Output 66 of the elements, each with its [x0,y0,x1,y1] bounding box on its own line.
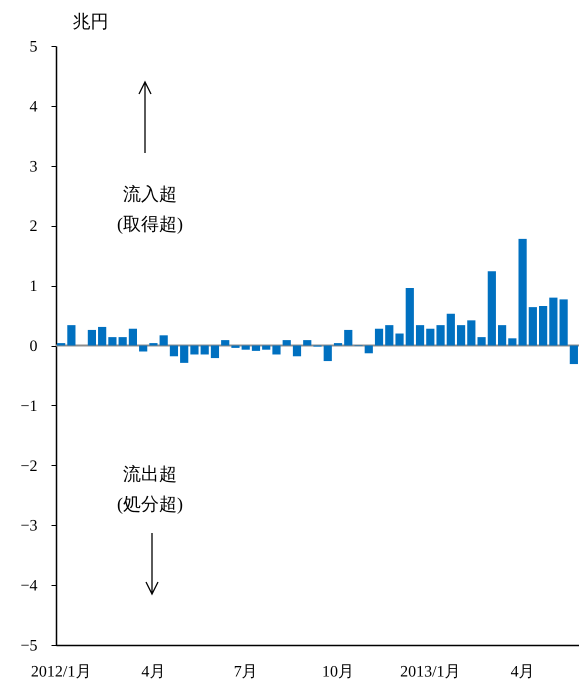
bar [272,346,281,354]
bar [364,346,373,354]
bar [426,328,434,346]
bar [221,340,230,346]
y-tick-label: −4 [20,578,38,595]
bar [98,326,106,346]
bar [139,346,148,352]
bar [292,346,302,356]
x-tick-label: 10月 [322,664,354,680]
bar [385,325,394,346]
y-tick-label: −3 [20,518,38,535]
x-tick-label: 4月 [510,664,535,680]
bar [282,340,291,346]
y-tick-label: 5 [30,38,38,56]
y-axis-title: 兆円 [72,12,108,32]
bar [200,346,209,354]
bar [344,330,352,346]
bar [210,346,220,358]
bar [477,337,486,346]
bar [456,325,466,346]
y-tick-label: −5 [20,638,38,654]
annotation: 流出超 [123,464,177,484]
bar [436,325,445,346]
bar [170,346,178,356]
bar [570,346,578,364]
y-tick-label: −1 [20,398,38,415]
y-tick-label: 0 [30,338,38,355]
bar [528,307,537,346]
x-tick-label: 7月 [234,664,258,680]
bar [118,337,127,346]
bar [67,325,76,346]
bar [88,330,96,346]
y-tick-label: −2 [20,458,38,475]
bar [303,340,312,346]
bar [446,314,455,346]
annotation: (処分超) [117,494,183,514]
annotation: (取得超) [117,214,183,234]
bar [374,328,384,346]
x-tick-label: 4月 [141,664,166,680]
bar [252,346,260,351]
bar [488,271,496,346]
bar [467,320,476,346]
y-tick-label: 1 [30,278,38,296]
bar [190,346,199,354]
bar [160,335,168,346]
bar [416,325,424,346]
bar [262,346,270,350]
bar [549,298,558,346]
y-tick-label: 2 [30,218,38,236]
bar [498,325,506,346]
x-tick-label: 2013/1月 [400,664,461,680]
bar [508,338,516,346]
bar [518,238,527,346]
y-tick-label: 4 [30,98,38,116]
bar [180,346,188,363]
annotation: 流入超 [123,184,177,204]
y-tick-label: 3 [30,158,38,176]
x-tick-label: 2012/1月 [30,664,92,680]
bar [395,334,404,346]
bar [108,337,117,346]
bar [560,299,568,346]
bar [539,306,548,346]
bar [242,346,250,350]
bar [406,288,414,346]
bar [128,328,138,346]
bar [324,346,332,362]
